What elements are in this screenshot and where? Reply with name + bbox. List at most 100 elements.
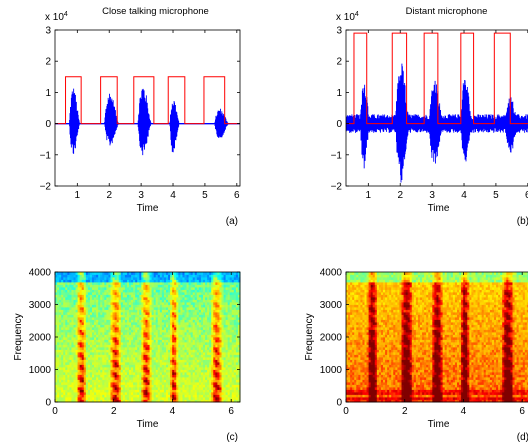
heatmap-cell [182, 312, 185, 315]
heatmap-cell [178, 342, 181, 345]
heatmap-cell [122, 304, 126, 308]
heatmap-cell [198, 384, 202, 388]
heatmap-cell [94, 392, 97, 395]
heatmap-cell [168, 392, 171, 395]
heatmap-cell [219, 342, 222, 345]
heatmap-cell [235, 369, 239, 373]
heatmap-cell [166, 382, 169, 385]
heatmap-cell [83, 302, 87, 305]
heatmap-cell [104, 324, 107, 328]
heatmap-cell [141, 349, 144, 353]
heatmap-cell [213, 299, 216, 303]
heatmap-cell [57, 327, 60, 330]
heatmap-cell [200, 347, 204, 350]
heatmap-cell [96, 344, 99, 348]
heatmap-cell [157, 354, 161, 358]
heatmap-cell [194, 284, 198, 288]
heatmap-cell [172, 334, 175, 338]
heatmap-cell [104, 327, 107, 330]
heatmap-cell [163, 272, 167, 275]
heatmap-cell [205, 292, 208, 295]
heatmap-cell [194, 392, 198, 395]
heatmap-cell [112, 314, 116, 318]
heatmap-cell [170, 387, 173, 390]
heatmap-cell [231, 392, 235, 395]
heatmap-cell [200, 362, 204, 365]
heatmap-cell [104, 312, 107, 315]
heatmap-cell [182, 392, 185, 395]
heatmap-cell [186, 294, 190, 298]
heatmap-cell [163, 309, 167, 313]
heatmap-cell [79, 319, 83, 323]
heatmap-cell [205, 294, 208, 298]
heatmap-cell [229, 279, 233, 283]
heatmap-cell [211, 324, 214, 328]
heatmap-cell [192, 334, 196, 338]
heatmap-cell [69, 342, 72, 345]
heatmap-cell [192, 384, 196, 388]
heatmap-cell [196, 347, 200, 350]
heatmap-cell [163, 324, 167, 328]
heatmap-cell [155, 272, 159, 275]
heatmap-cell [207, 359, 210, 363]
heatmap-cell [61, 319, 64, 323]
heatmap-cell [106, 272, 109, 275]
heatmap-cell [346, 379, 349, 383]
heatmap-cell [207, 309, 210, 313]
heatmap-cell [225, 387, 229, 390]
heatmap-cell [141, 372, 144, 375]
heatmap-cell [114, 292, 118, 295]
heatmap-cell [92, 362, 95, 365]
heatmap-cell [196, 382, 200, 385]
heatmap-cell [186, 274, 190, 278]
heatmap-cell [133, 312, 136, 315]
heatmap-cell [231, 309, 235, 313]
heatmap-cell [203, 279, 206, 283]
heatmap-cell [81, 389, 85, 393]
heatmap-cell [184, 297, 187, 300]
heatmap-cell [157, 299, 161, 303]
heatmap-cell [55, 277, 58, 280]
heatmap-cell [237, 277, 241, 280]
heatmap-cell [83, 372, 87, 375]
heatmap-cell [57, 337, 60, 340]
heatmap-cell [348, 272, 351, 275]
heatmap-cell [124, 367, 128, 370]
heatmap-cell [221, 329, 224, 333]
heatmap-cell [89, 289, 93, 293]
heatmap-cell [145, 284, 148, 288]
heatmap-cell [350, 312, 353, 315]
heatmap-cell [67, 309, 70, 313]
heatmap-cell [131, 304, 134, 308]
heatmap-cell [229, 394, 233, 398]
heatmap-cell [118, 382, 122, 385]
heatmap-cell [87, 299, 91, 303]
heatmap-cell [120, 289, 124, 293]
heatmap-cell [225, 299, 229, 303]
heatmap-cell [235, 314, 239, 318]
heatmap-cell [346, 339, 349, 343]
heatmap-cell [89, 309, 93, 313]
heatmap-cell [159, 309, 163, 313]
heatmap-cell [176, 289, 179, 293]
heatmap-cell [168, 384, 171, 388]
heatmap-cell [98, 369, 101, 373]
heatmap-cell [83, 332, 87, 335]
heatmap-cell [188, 339, 192, 343]
heatmap-cell [225, 389, 229, 393]
heatmap-cell [85, 312, 89, 315]
heatmap-cell [170, 277, 173, 280]
heatmap-cell [153, 327, 157, 330]
heatmap-cell [221, 287, 224, 290]
heatmap-cell [83, 354, 87, 358]
heatmap-cell [229, 329, 233, 333]
heatmap-cell [55, 384, 58, 388]
heatmap-cell [143, 369, 146, 373]
heatmap-cell [151, 279, 155, 283]
heatmap-cell [178, 297, 181, 300]
heatmap-cell [112, 362, 116, 365]
heatmap-cell [209, 352, 212, 355]
heatmap-cell [129, 274, 132, 278]
heatmap-cell [63, 272, 66, 275]
heatmap-cell [237, 352, 241, 355]
